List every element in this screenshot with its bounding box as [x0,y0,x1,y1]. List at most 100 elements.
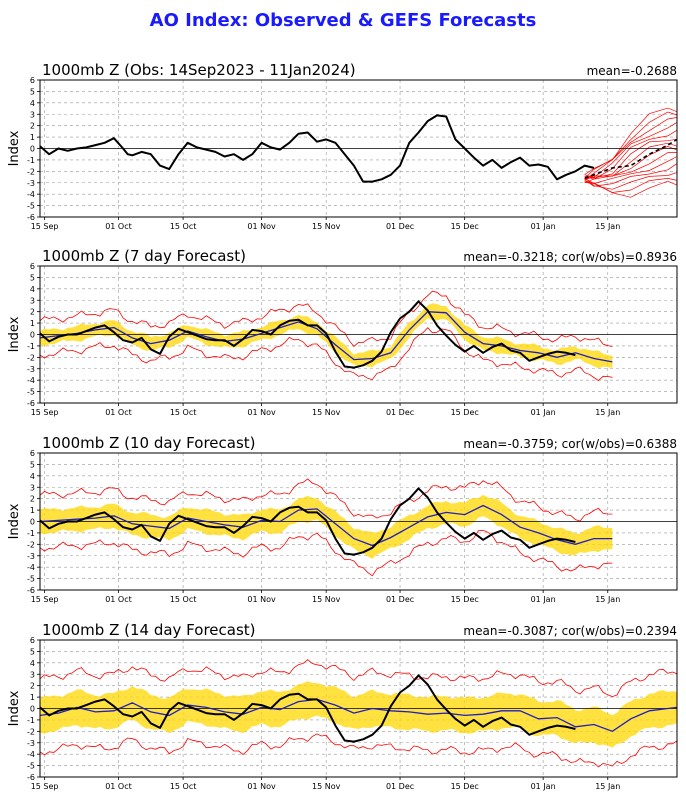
ensemble-member-line [584,146,678,181]
plot-frame [39,79,678,218]
y-tick-label: -2 [27,540,35,549]
plot-frame [39,452,678,591]
x-tick-label: 15 Oct [170,595,197,604]
ensemble-upper-bound [39,659,678,698]
y-tick-label: 5 [30,460,35,469]
y-tick-label: 2 [30,308,35,317]
y-tick-label: -6 [27,586,35,595]
ensemble-member-line [584,163,678,187]
x-tick-label: 15 Nov [312,782,341,791]
y-tick-label: -3 [27,179,35,188]
ensemble-member-line [584,180,678,198]
x-tick-label: 01 Dec [386,595,414,604]
ensemble-member-line [584,107,678,175]
y-axis-label: Index [7,316,22,352]
x-tick-label: 01 Jan [531,782,556,791]
y-tick-label: 6 [30,262,35,271]
x-tick-label: 15 Nov [312,595,341,604]
x-tick-label: 01 Dec [386,222,414,231]
panel-3: -6 -5 -4 -3 -2 -1 0 1 2 3 4 5 6 15 Sep 01 Oct 15 Oct 01 … [7,434,678,604]
x-tick-label: 01 Jan [531,595,556,604]
y-tick-label: -2 [27,353,35,362]
panel-2: -6 -5 -4 -3 -2 -1 0 1 2 3 4 5 6 15 Sep 01 Oct 15 Oct 01 … [7,247,678,417]
x-tick-label: 01 Nov [247,408,276,417]
ensemble-spread-band [40,681,677,748]
ensemble-lower-bound [39,529,613,577]
y-tick-label: 1 [30,319,35,328]
panel-stat: mean=-0.3759; cor(w/obs)=0.6388 [463,437,677,451]
y-tick-label: 3 [30,296,35,305]
x-tick-label: 15 Sep [31,222,59,231]
y-tick-label: 2 [30,682,35,691]
ensemble-lower-bound [39,733,678,768]
y-tick-label: -1 [27,716,35,725]
ensemble-member-line [584,111,678,179]
panel-stat: mean=-0.2688 [587,64,677,78]
ensemble-mean-dashed-line [584,138,678,179]
ensemble-mean-line [39,311,613,363]
x-tick-label: 15 Sep [31,408,59,417]
x-tick-label: 15 Oct [170,222,197,231]
x-tick-label: 01 Oct [105,408,132,417]
x-tick-label: 15 Jan [595,595,620,604]
y-tick-label: 2 [30,495,35,504]
y-tick-label: 4 [30,99,35,108]
y-tick-label: 6 [30,636,35,645]
ensemble-member-line [584,156,678,184]
ensemble-member-line [584,129,678,180]
ensemble-upper-bound [39,290,613,347]
y-axis-label: Index [7,690,22,726]
y-tick-label: -6 [27,213,35,222]
panel-title: 1000mb Z (Obs: 14Sep2023 - 11Jan2024) [42,61,356,79]
x-tick-label: 15 Sep [31,595,59,604]
ensemble-mean-line [39,504,613,547]
y-axis-label: Index [7,130,22,166]
observed-line [39,674,576,743]
y-tick-label: 6 [30,76,35,85]
y-tick-label: -2 [27,167,35,176]
x-tick-label: 15 Jan [595,222,620,231]
panel-4: -6 -5 -4 -3 -2 -1 0 1 2 3 4 5 6 15 Sep 01 Oct 15 Oct 01 … [7,621,678,791]
x-tick-label: 15 Jan [595,782,620,791]
y-tick-label: 0 [30,518,35,527]
y-tick-label: 1 [30,693,35,702]
ensemble-member-line [584,152,678,184]
ensemble-member-line [584,142,678,177]
y-tick-label: 4 [30,472,35,481]
plot-frame [39,265,678,404]
y-tick-label: 1 [30,506,35,515]
y-tick-label: 5 [30,273,35,282]
y-tick-label: 3 [30,483,35,492]
ensemble-mean-line [39,698,678,733]
y-tick-label: -3 [27,739,35,748]
x-tick-label: 15 Dec [451,222,479,231]
y-tick-label: -3 [27,552,35,561]
y-tick-label: 4 [30,659,35,668]
y-tick-label: -3 [27,365,35,374]
x-tick-label: 01 Dec [386,408,414,417]
x-tick-label: 01 Jan [531,408,556,417]
panel-1: -6 -5 -4 -3 -2 -1 0 1 2 3 4 5 6 15 Sep 01 Oct 15 Oct 01 … [7,61,678,231]
y-tick-label: -1 [27,156,35,165]
x-tick-label: 01 Nov [247,222,276,231]
chart-main-title: AO Index: Observed & GEFS Forecasts [149,10,537,31]
ensemble-spread-band [40,494,613,559]
ensemble-member-line [584,117,678,181]
y-tick-label: -6 [27,773,35,782]
y-tick-label: 5 [30,87,35,96]
y-tick-label: 0 [30,331,35,340]
y-tick-label: -1 [27,342,35,351]
ensemble-spread-band [40,303,613,369]
y-tick-label: 4 [30,285,35,294]
observed-line [39,487,576,556]
y-tick-label: 3 [30,110,35,119]
panel-title: 1000mb Z (7 day Forecast) [42,247,246,265]
y-tick-label: -5 [27,762,35,771]
x-tick-label: 15 Oct [170,408,197,417]
panel-title: 1000mb Z (10 day Forecast) [42,434,256,452]
x-tick-label: 15 Dec [451,782,479,791]
ensemble-lower-bound [39,327,613,382]
x-tick-label: 15 Nov [312,222,341,231]
observed-line [39,300,576,369]
